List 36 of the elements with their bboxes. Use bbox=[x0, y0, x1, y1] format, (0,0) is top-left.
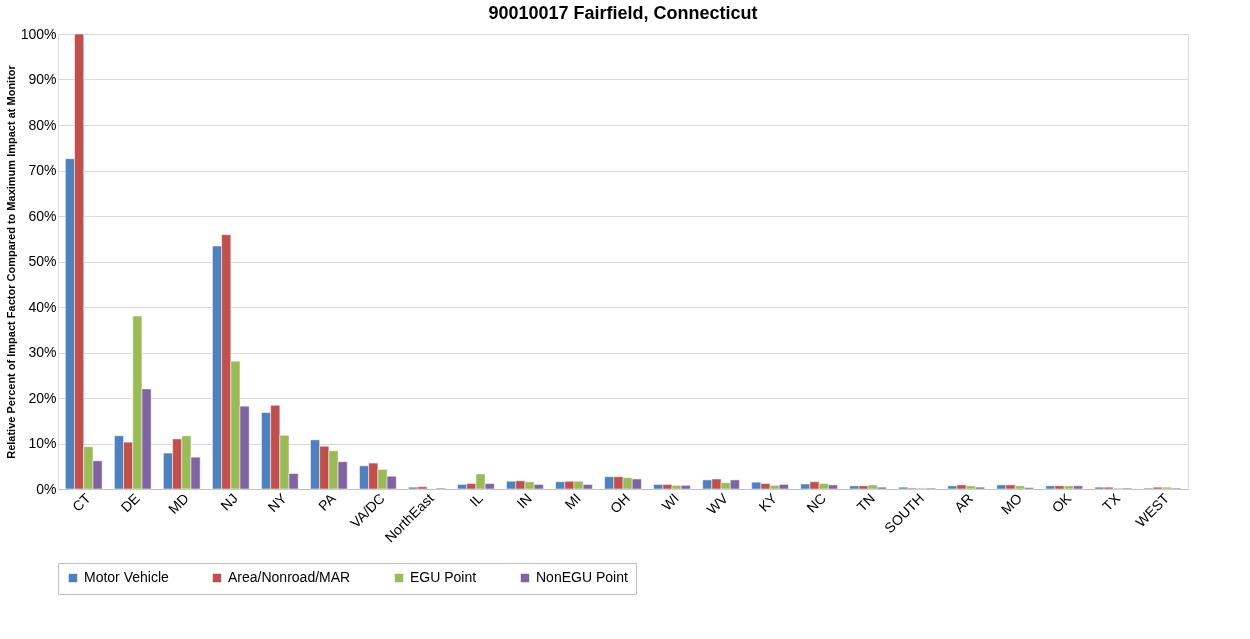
y-tick-label: 30% bbox=[28, 344, 57, 360]
x-tick-label: PA bbox=[314, 489, 340, 514]
x-tick-label: NJ bbox=[217, 490, 241, 514]
x-tick-label: WV bbox=[703, 489, 732, 518]
x-tick-label: NY bbox=[264, 489, 291, 516]
x-tick-label: NC bbox=[803, 490, 829, 516]
y-tick-label: 50% bbox=[28, 253, 57, 269]
x-tick-label: DE bbox=[117, 490, 143, 516]
legend-label: EGU Point bbox=[410, 569, 477, 585]
x-tick-label: OH bbox=[606, 490, 633, 517]
legend-label: NonEGU Point bbox=[536, 569, 628, 585]
y-tick-label: 80% bbox=[28, 116, 57, 133]
x-tick-label: WI bbox=[658, 490, 682, 514]
x-tick-label: IN bbox=[513, 490, 535, 512]
y-tick-label: 10% bbox=[28, 435, 57, 451]
y-tick-label: 40% bbox=[28, 298, 57, 315]
y-tick-label: 20% bbox=[28, 389, 57, 406]
legend-label: Motor Vehicle bbox=[84, 569, 170, 585]
y-tick-label: 90% bbox=[28, 71, 57, 87]
chart-title: 90010017 Fairfield, Connecticut bbox=[488, 3, 758, 23]
x-tick-label: KY bbox=[755, 489, 781, 515]
x-tick-label: OK bbox=[1048, 489, 1075, 516]
x-tick-label: IL bbox=[466, 489, 486, 510]
x-tick-label: AR bbox=[951, 490, 977, 516]
y-axis-title: Relative Percent of Impact Factor Compared to Maximum Impact at Monitor bbox=[4, 64, 17, 459]
y-tick-label: 100% bbox=[20, 25, 57, 42]
x-tick-label: CT bbox=[69, 489, 94, 515]
x-tick-label: MO bbox=[997, 490, 1026, 518]
x-tick-label: TX bbox=[1099, 489, 1124, 515]
y-tick-label: 0% bbox=[36, 480, 57, 497]
legend-label: Area/Nonroad/MAR bbox=[228, 569, 351, 585]
y-tick-label: 60% bbox=[28, 207, 57, 224]
x-tick-label: TN bbox=[853, 490, 879, 515]
x-tick-label: MD bbox=[164, 490, 192, 517]
y-tick-label: 70% bbox=[28, 162, 57, 178]
x-tick-label: MI bbox=[561, 490, 584, 513]
